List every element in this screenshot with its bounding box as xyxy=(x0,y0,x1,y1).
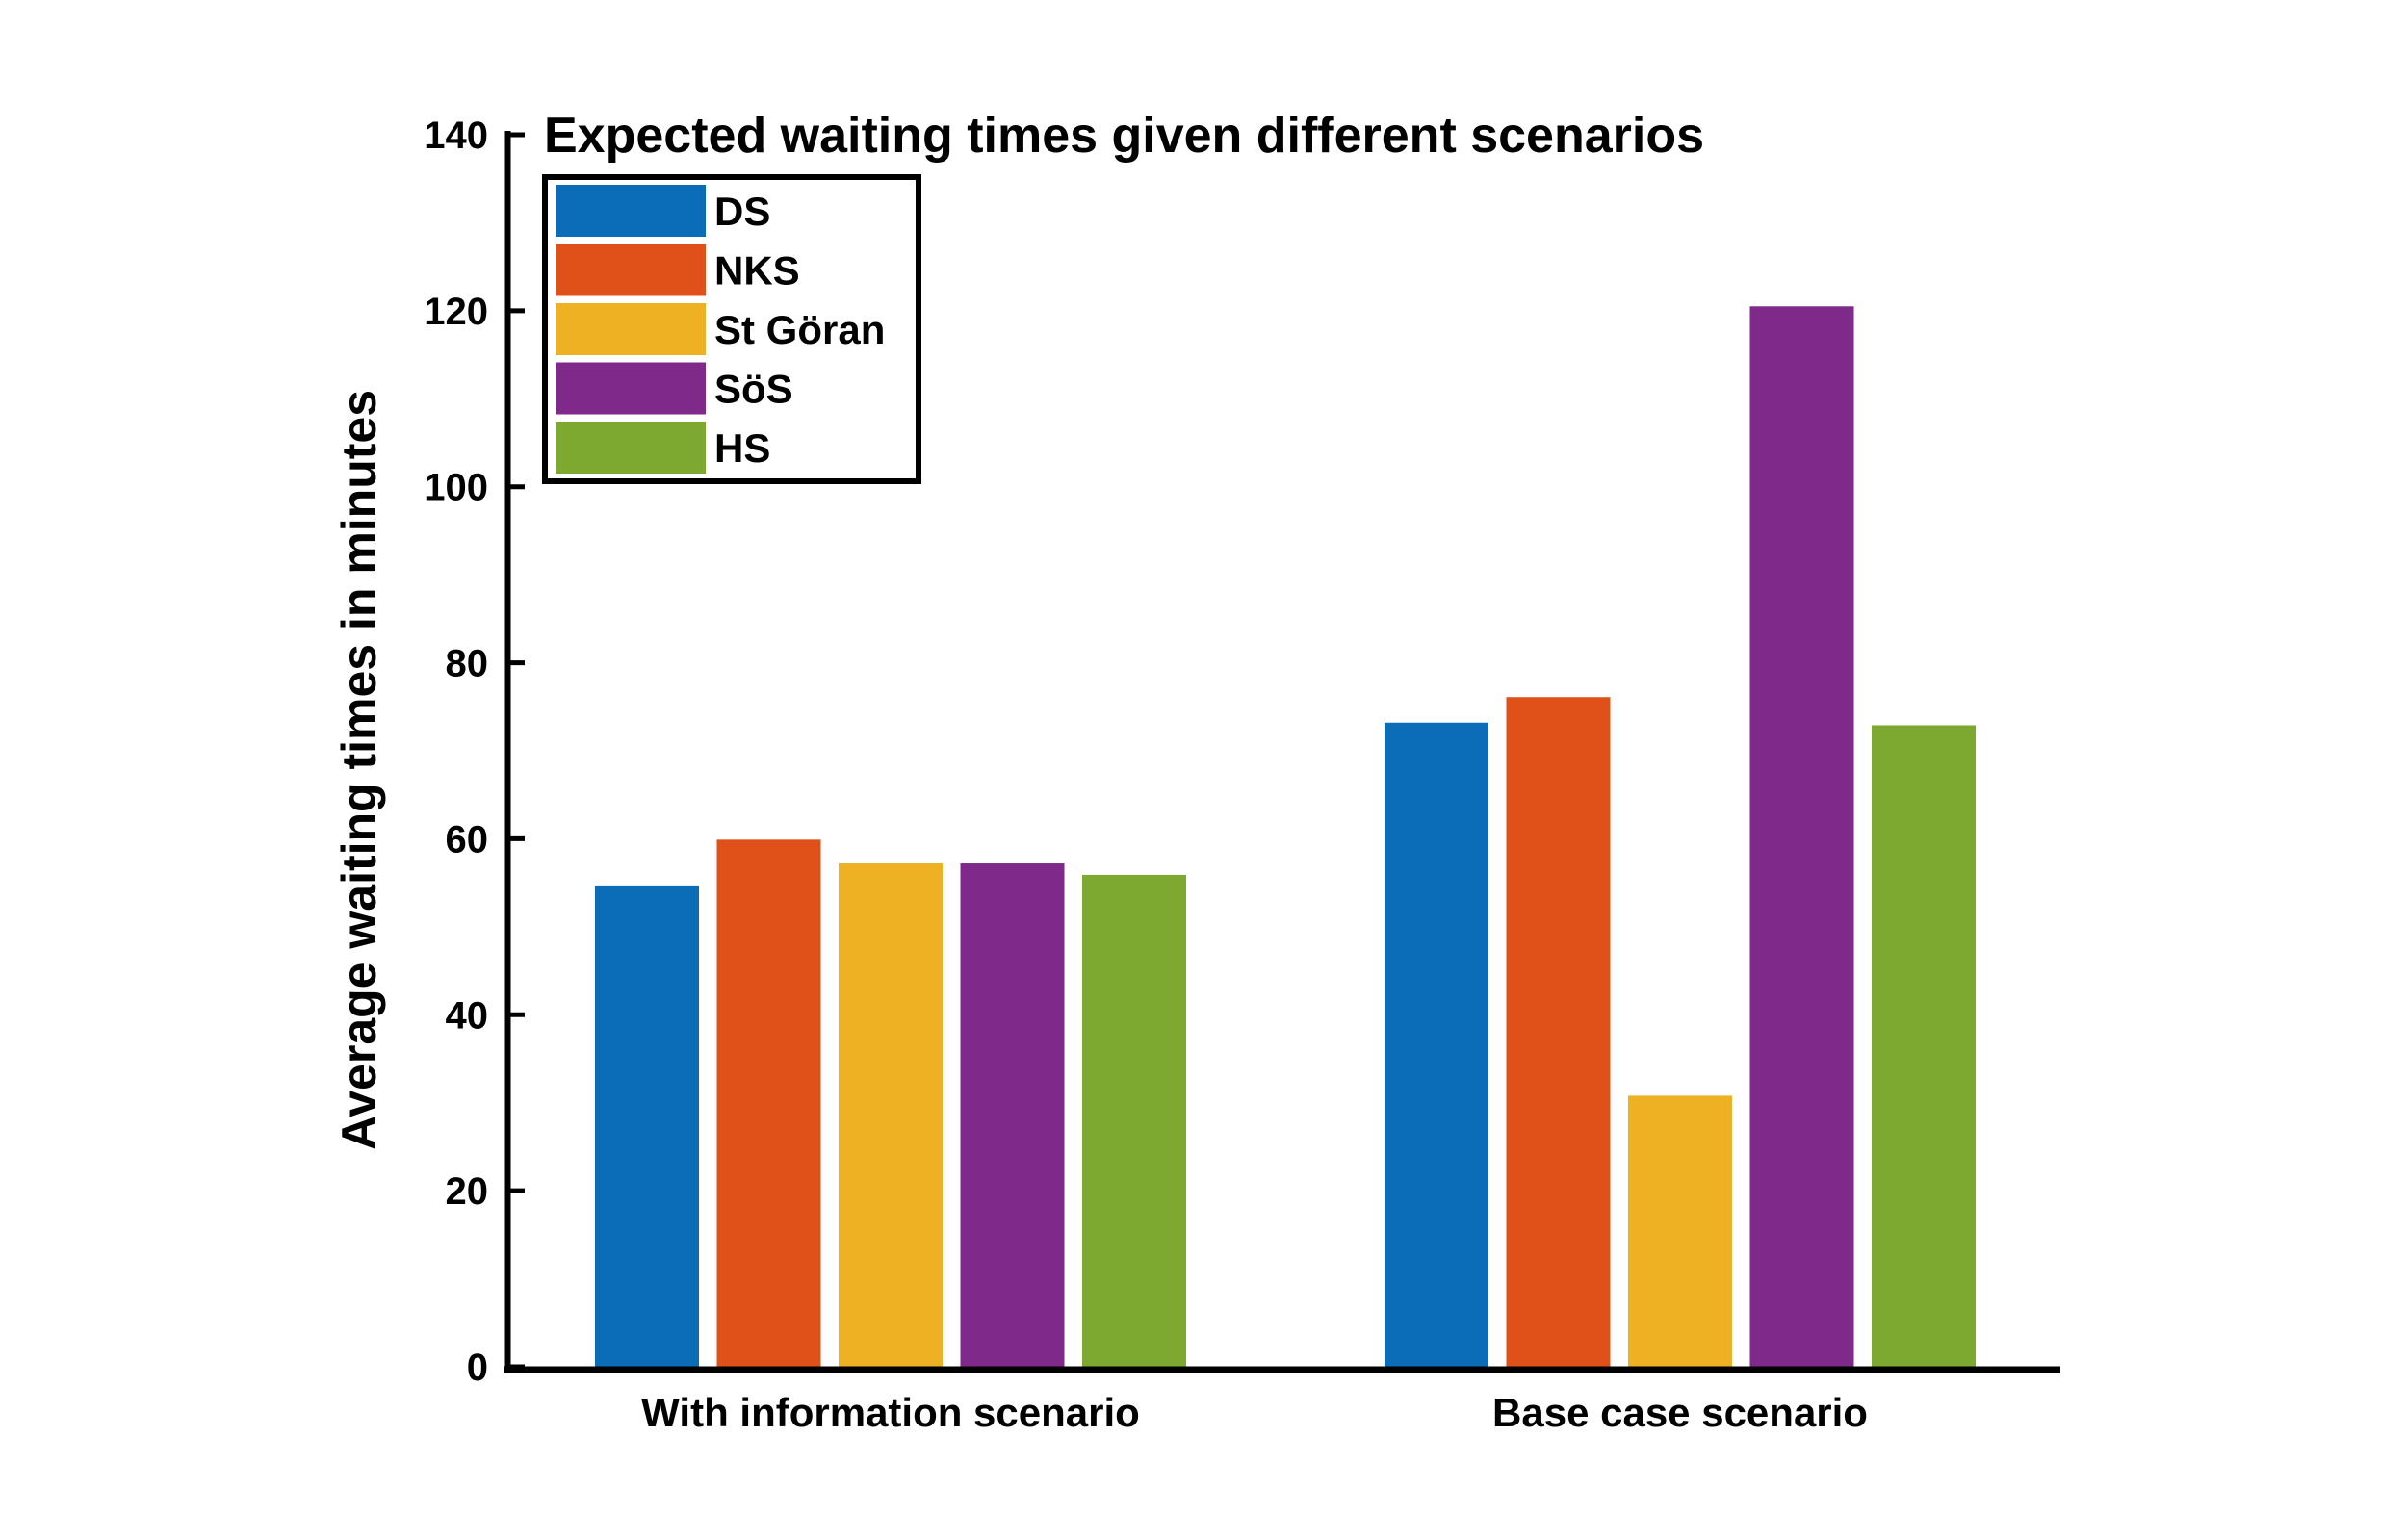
bar-st-g-ran-1 xyxy=(1628,1095,1732,1367)
category-labels: With information scenario Base case scena… xyxy=(641,1390,1868,1435)
y-tick-label: 40 xyxy=(446,994,489,1037)
y-tick-label: 60 xyxy=(446,818,489,860)
x-category-label: Base case scenario xyxy=(1492,1390,1868,1435)
y-tick-label: 20 xyxy=(446,1170,489,1213)
x-category-label: With information scenario xyxy=(641,1390,1140,1435)
legend-swatch xyxy=(556,303,706,355)
bar-series xyxy=(595,306,1976,1368)
legend-swatch xyxy=(556,422,706,474)
bar-s-s-1 xyxy=(1749,306,1854,1368)
legend-swatch xyxy=(556,185,706,237)
legend-label: St Göran xyxy=(714,307,885,352)
bar-hs-1 xyxy=(1872,725,1976,1367)
y-tick-label: 120 xyxy=(424,291,488,333)
legend-swatch xyxy=(556,362,706,415)
legend-label: NKS xyxy=(714,248,800,294)
legend-label: HS xyxy=(714,425,770,471)
legend: DS NKS St Göran SöS HS xyxy=(542,174,921,484)
bar-s-s-0 xyxy=(960,863,1065,1367)
bar-nks-0 xyxy=(716,839,821,1367)
y-tick-label: 100 xyxy=(424,467,488,509)
y-tick-label: 140 xyxy=(424,115,488,157)
y-tick-label: 80 xyxy=(446,643,489,685)
bar-ds-0 xyxy=(595,885,699,1367)
legend-swatch xyxy=(556,244,706,296)
bar-ds-1 xyxy=(1385,722,1488,1367)
bar-nks-1 xyxy=(1506,697,1611,1367)
bar-hs-0 xyxy=(1082,874,1186,1367)
legend-label: SöS xyxy=(714,367,793,412)
y-tick-label: 0 xyxy=(467,1347,488,1389)
axes xyxy=(504,131,2060,1373)
legend-label: DS xyxy=(714,189,770,234)
chart-title: Expected waiting times given different s… xyxy=(544,108,1704,164)
bar-st-g-ran-0 xyxy=(839,863,943,1367)
y-axis-label: Average waiting times in minutes xyxy=(332,390,386,1150)
